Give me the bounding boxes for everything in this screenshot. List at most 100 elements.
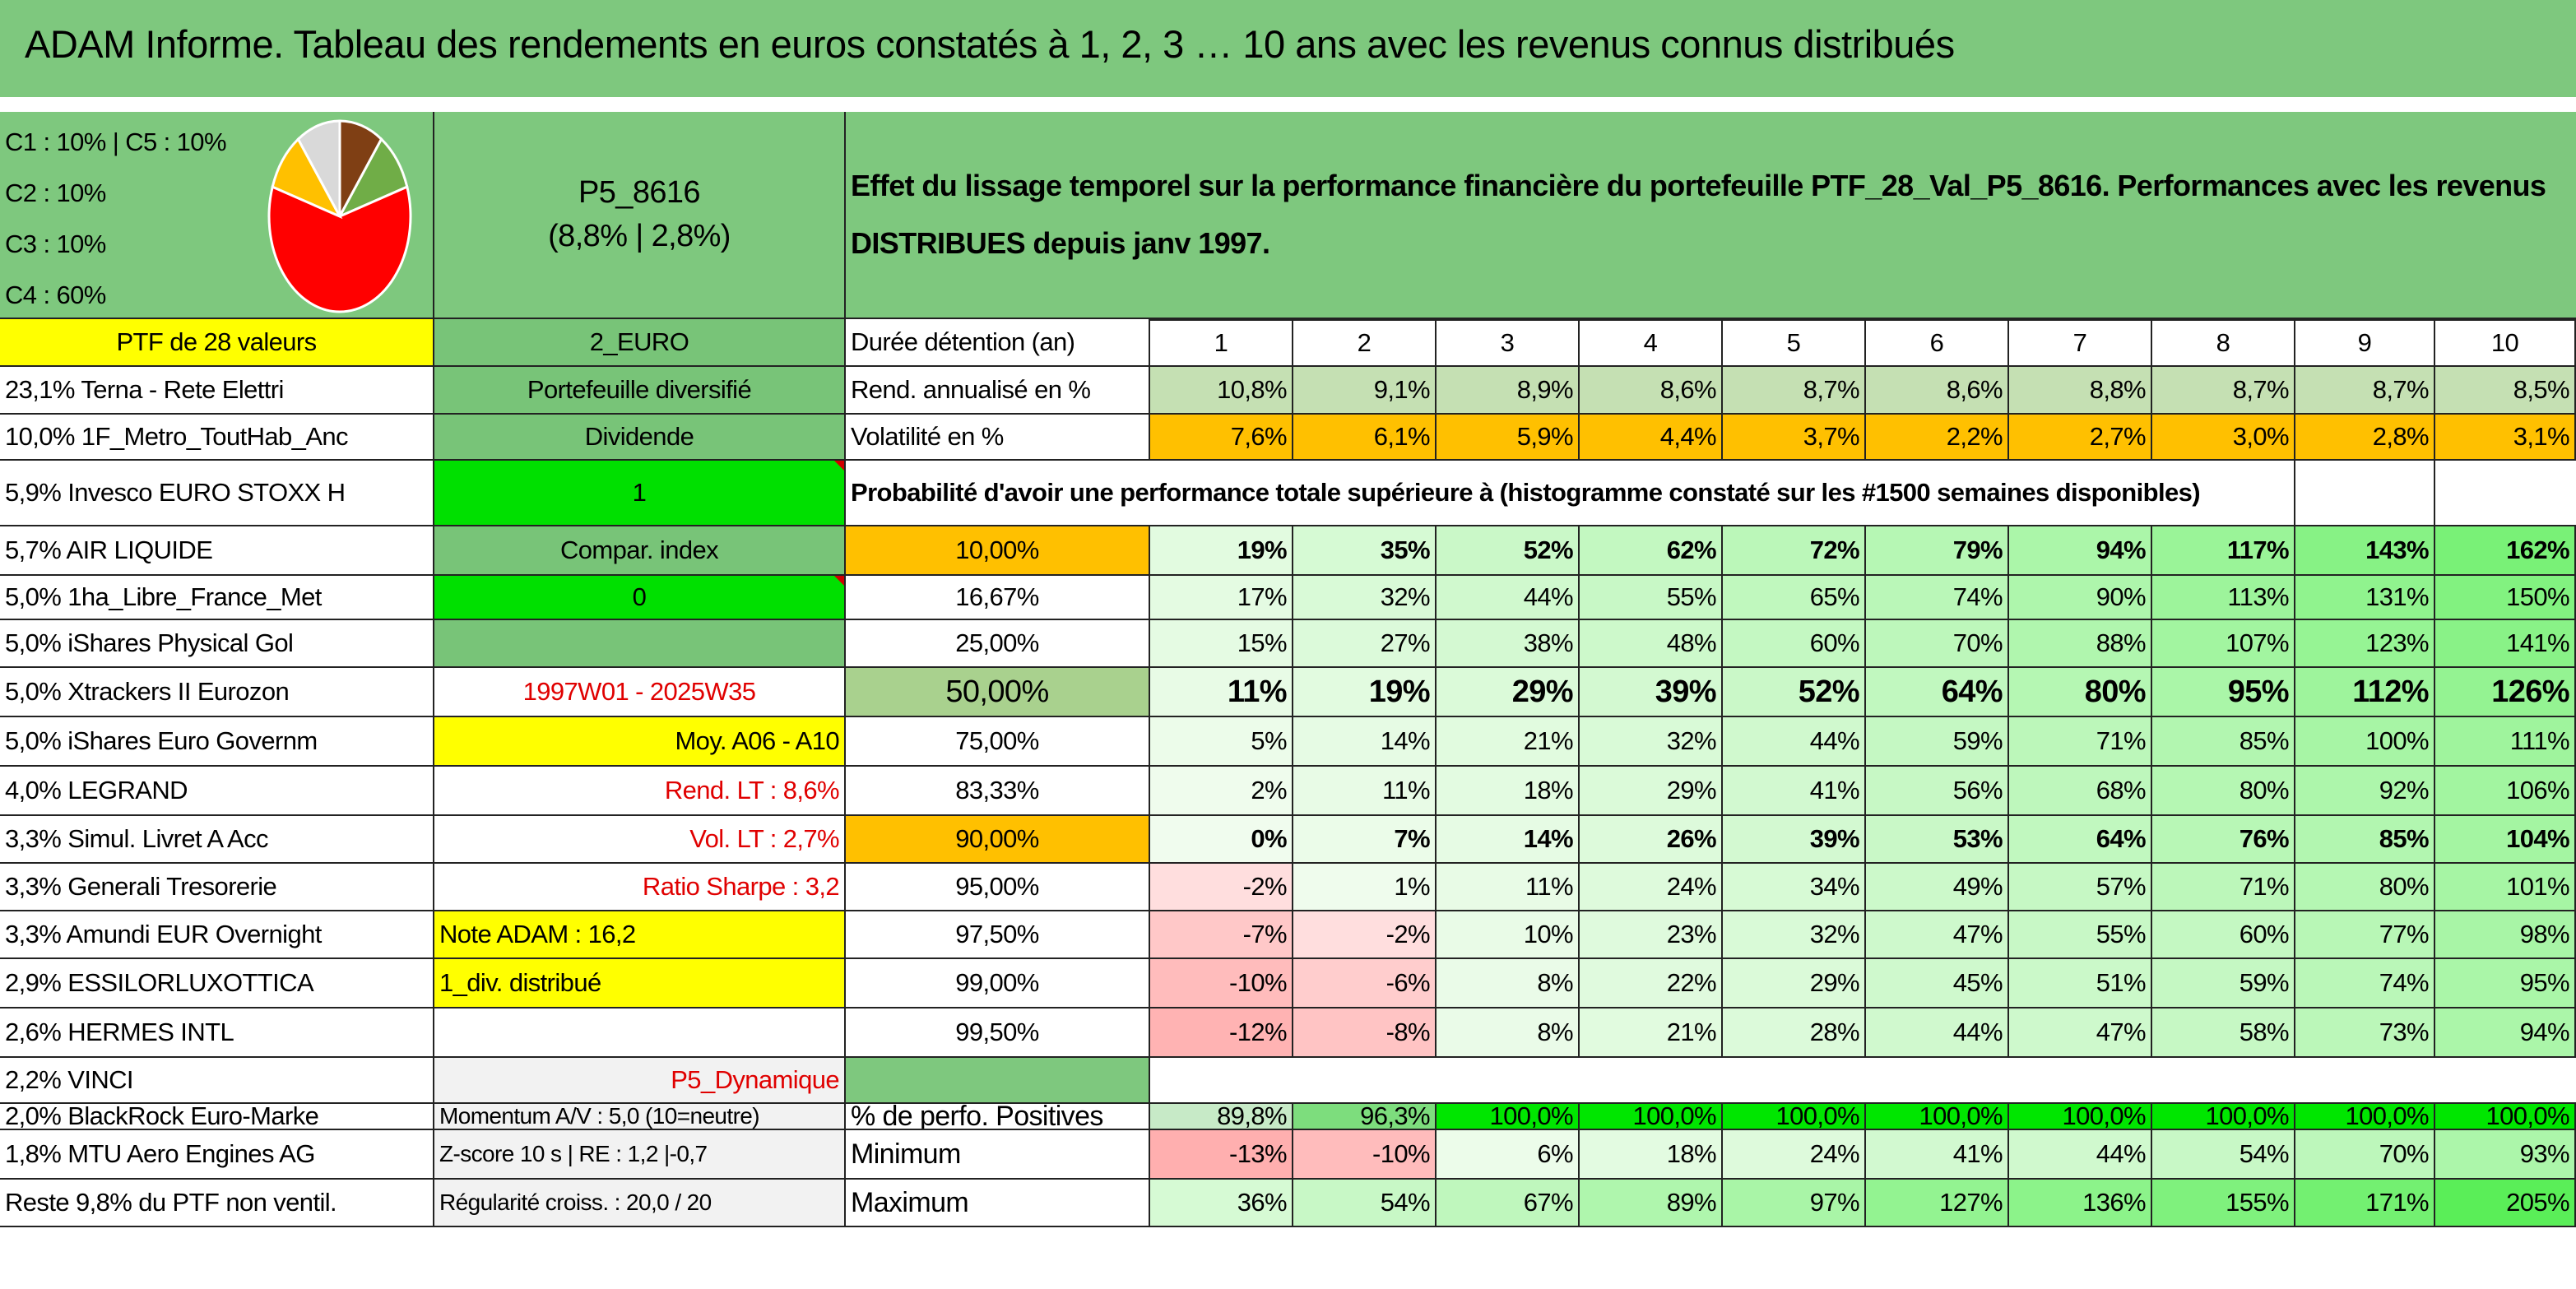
probability-value: 162% <box>2435 526 2576 576</box>
pie-slice-C5 <box>296 119 341 217</box>
volatility-value: 4,4% <box>1580 415 1723 461</box>
probability-value: 32% <box>1580 717 1723 767</box>
holding-row: 4,0% LEGRAND <box>0 767 434 816</box>
probability-value: 71% <box>2009 717 2152 767</box>
probability-value: 98% <box>2435 911 2576 959</box>
holding-row: Reste 9,8% du PTF non ventil. <box>0 1180 434 1227</box>
info-cell: Dividende <box>434 415 846 461</box>
probability-value: 79% <box>1866 526 2009 576</box>
year-header: 2 <box>1293 319 1437 367</box>
probability-value: 59% <box>2152 959 2295 1008</box>
empty-cell <box>2295 461 2435 526</box>
probability-value: 8% <box>1437 959 1580 1008</box>
minimum-value: 18% <box>1580 1130 1723 1180</box>
probability-value: 44% <box>1866 1008 2009 1058</box>
description-line: DISTRIBUES depuis janv 1997. <box>851 226 1270 260</box>
year-header: 3 <box>1437 319 1580 367</box>
portfolio-perf-summary: (8,8% | 2,8%) <box>548 219 731 253</box>
year-header: 9 <box>2295 319 2435 367</box>
probability-value: 100% <box>2295 717 2435 767</box>
probability-value: 47% <box>1866 911 2009 959</box>
maximum-value: 136% <box>2009 1180 2152 1227</box>
probability-value: 24% <box>1580 864 1723 911</box>
probability-value: 74% <box>2295 959 2435 1008</box>
year-header: 6 <box>1866 319 2009 367</box>
maximum-value: 36% <box>1150 1180 1293 1227</box>
info-cell: Momentum A/V : 5,0 (10=neutre) <box>434 1104 846 1130</box>
probability-value: 29% <box>1580 767 1723 816</box>
probability-value: 51% <box>2009 959 2152 1008</box>
probability-value: 21% <box>1580 1008 1723 1058</box>
empty-cell <box>2435 461 2576 526</box>
description-cell: Effet du lissage temporel sur la perform… <box>846 112 2576 319</box>
probability-threshold: 99,00% <box>846 959 1150 1008</box>
holding-row: 3,3% Simul. Livret A Acc <box>0 816 434 864</box>
probability-value: 71% <box>2152 864 2295 911</box>
volatility-value: 2,8% <box>2295 415 2435 461</box>
holding-row: 5,0% iShares Euro Governm <box>0 717 434 767</box>
positive-pct-value: 100,0% <box>1723 1104 1866 1130</box>
holding-row: 5,9% Invesco EURO STOXX H <box>0 461 434 526</box>
holding-row: 2,2% VINCI <box>0 1058 434 1104</box>
probability-value: 44% <box>1723 717 1866 767</box>
maximum-label: Maximum <box>846 1180 1150 1227</box>
probability-value: 104% <box>2435 816 2576 864</box>
probability-value: 74% <box>1866 576 2009 620</box>
probability-value: 68% <box>2009 767 2152 816</box>
minimum-value: 24% <box>1723 1130 1866 1180</box>
probability-value: 77% <box>2295 911 2435 959</box>
comment-marker <box>834 461 844 471</box>
page-title: ADAM Informe. Tableau des rendements en … <box>25 22 1955 66</box>
pie-slice-C4 <box>267 185 412 313</box>
probability-value: 123% <box>2295 620 2435 668</box>
volatility-value: 2,7% <box>2009 415 2152 461</box>
probability-value: 80% <box>2009 668 2152 717</box>
probability-value: -12% <box>1150 1008 1293 1058</box>
annual-return-value: 9,1% <box>1293 367 1437 415</box>
info-cell <box>434 1008 846 1058</box>
probability-value: 49% <box>1866 864 2009 911</box>
holding-row: 10,0% 1F_Metro_ToutHab_Anc <box>0 415 434 461</box>
info-cell: Ratio Sharpe : 3,2 <box>434 864 846 911</box>
probability-threshold: 16,67% <box>846 576 1150 620</box>
probability-value: 88% <box>2009 620 2152 668</box>
probability-value: -2% <box>1293 911 1437 959</box>
probability-value: 32% <box>1723 911 1866 959</box>
annual-return-value: 8,7% <box>1723 367 1866 415</box>
holding-row: 23,1% Terna - Rete Elettri <box>0 367 434 415</box>
info-cell <box>434 620 846 668</box>
probability-threshold: 99,50% <box>846 1008 1150 1058</box>
info-cell: 0 <box>434 576 846 620</box>
description-line: Effet du lissage temporel sur la perform… <box>851 169 2546 202</box>
probability-value: 80% <box>2152 767 2295 816</box>
probability-value: 28% <box>1723 1008 1866 1058</box>
probability-value: 55% <box>1580 576 1723 620</box>
probability-value: 5% <box>1150 717 1293 767</box>
positive-pct-value: 100,0% <box>2295 1104 2435 1130</box>
maximum-value: 89% <box>1580 1180 1723 1227</box>
info-cell: Vol. LT : 2,7% <box>434 816 846 864</box>
probability-value: 101% <box>2435 864 2576 911</box>
volatility-value: 2,2% <box>1866 415 2009 461</box>
maximum-value: 171% <box>2295 1180 2435 1227</box>
positive-pct-value: 100,0% <box>1437 1104 1580 1130</box>
portfolio-code: P5_8616 <box>578 175 701 210</box>
pie-legend-label: C4 : 60% <box>5 281 106 309</box>
probability-value: 60% <box>1723 620 1866 668</box>
info-cell: 1 <box>434 461 846 526</box>
probability-value: 47% <box>2009 1008 2152 1058</box>
holding-row: 5,0% Xtrackers II Eurozon <box>0 668 434 717</box>
maximum-value: 67% <box>1437 1180 1580 1227</box>
probability-value: 0% <box>1150 816 1293 864</box>
info-cell: Rend. LT : 8,6% <box>434 767 846 816</box>
probability-value: 29% <box>1437 668 1580 717</box>
probability-value: 15% <box>1150 620 1293 668</box>
probability-value: 18% <box>1437 767 1580 816</box>
comment-marker <box>834 576 844 586</box>
probability-value: -2% <box>1150 864 1293 911</box>
probability-value: 94% <box>2435 1008 2576 1058</box>
probability-value: 10% <box>1437 911 1580 959</box>
maximum-value: 54% <box>1293 1180 1437 1227</box>
probability-value: -6% <box>1293 959 1437 1008</box>
info-cell: Moy. A06 - A10 <box>434 717 846 767</box>
